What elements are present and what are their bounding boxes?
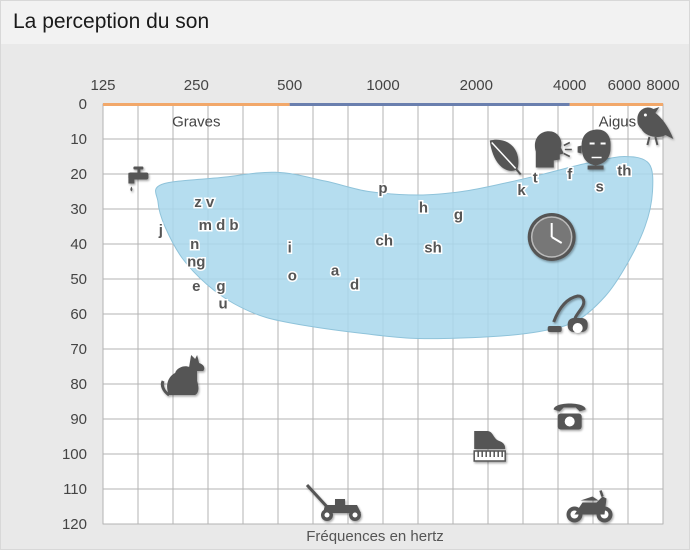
x-tick-label: 8000 bbox=[646, 77, 679, 94]
y-axis-ticks: 0 10 20 30 40 50 60 70 80 90 100 110 120 bbox=[62, 96, 87, 533]
x-tick-label: 250 bbox=[184, 77, 209, 94]
y-tick-label: 70 bbox=[70, 341, 87, 358]
phoneme-label: t bbox=[533, 170, 538, 187]
band-segment bbox=[289, 103, 570, 106]
speech-banana-area bbox=[155, 155, 654, 340]
phoneme-label: h bbox=[419, 199, 428, 216]
phoneme-label: p bbox=[378, 180, 387, 197]
phoneme-label: a bbox=[331, 262, 340, 279]
x-axis-ticks: 125 250 500 1000 2000 4000 6000 8000 bbox=[90, 77, 679, 94]
region-labels: Graves Aigus bbox=[172, 114, 636, 131]
page-title: La perception du son bbox=[13, 10, 210, 33]
region-label: Graves bbox=[172, 114, 220, 131]
x-axis-title: Fréquences en hertz bbox=[306, 528, 444, 545]
y-tick-label: 110 bbox=[63, 481, 87, 498]
phoneme-label: g bbox=[216, 278, 225, 295]
clock-icon bbox=[526, 212, 577, 262]
x-tick-label: 4000 bbox=[553, 77, 586, 94]
phoneme-label: u bbox=[219, 296, 228, 313]
telephone-icon bbox=[553, 403, 586, 430]
phoneme-label: f bbox=[567, 166, 573, 183]
phoneme-label: g bbox=[454, 206, 463, 223]
y-tick-label: 90 bbox=[70, 411, 87, 428]
phoneme-label: o bbox=[288, 268, 297, 285]
y-tick-label: 30 bbox=[70, 201, 87, 218]
y-tick-label: 10 bbox=[70, 131, 87, 148]
phoneme-label: th bbox=[617, 163, 631, 180]
phoneme-label: d bbox=[350, 276, 359, 293]
band-segment bbox=[569, 103, 663, 106]
y-tick-label: 120 bbox=[62, 516, 87, 533]
phoneme-label: j bbox=[158, 222, 163, 239]
y-tick-label: 20 bbox=[70, 166, 87, 183]
phoneme-label: i bbox=[288, 240, 292, 257]
y-tick-label: 60 bbox=[70, 306, 87, 323]
phoneme-label: sh bbox=[424, 240, 442, 257]
x-tick-label: 125 bbox=[90, 77, 115, 94]
y-tick-label: 0 bbox=[79, 96, 87, 113]
phoneme-label: ch bbox=[376, 233, 394, 250]
phoneme-label: n bbox=[190, 236, 199, 253]
band-segment bbox=[103, 103, 290, 106]
y-tick-label: 80 bbox=[70, 376, 87, 393]
phoneme-label: k bbox=[517, 182, 526, 199]
x-tick-label: 2000 bbox=[460, 77, 493, 94]
y-tick-label: 50 bbox=[70, 271, 87, 288]
phoneme-label: z v bbox=[194, 194, 215, 211]
x-tick-label: 1000 bbox=[366, 77, 399, 94]
phoneme-label: m d b bbox=[199, 217, 239, 234]
y-tick-label: 100 bbox=[62, 446, 87, 463]
region-label: Aigus bbox=[599, 114, 637, 131]
frequency-band-bar bbox=[103, 103, 663, 106]
phoneme-label: ng bbox=[187, 254, 205, 271]
phoneme-label: e bbox=[192, 278, 200, 295]
phoneme-label: s bbox=[596, 178, 604, 195]
x-tick-label: 6000 bbox=[608, 77, 641, 94]
y-tick-label: 40 bbox=[70, 236, 87, 253]
title-bar: La perception du son bbox=[0, 0, 690, 45]
x-tick-label: 500 bbox=[277, 77, 302, 94]
